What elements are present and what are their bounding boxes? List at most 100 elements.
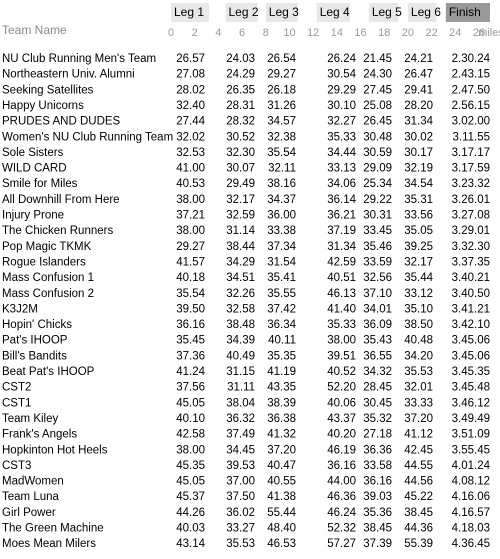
table-row: PRUDES AND DUDES 27.44 28.32 34.57 32.27 26.4…	[2, 116, 490, 128]
finish-time: 2.56.15	[452, 100, 490, 112]
finish-time: 3.26.01	[452, 194, 490, 206]
leg-time: 37.39	[363, 538, 392, 550]
leg-time: 45.05	[176, 476, 205, 488]
team-name: MadWomen	[2, 476, 64, 488]
leg-time: 41.32	[267, 429, 296, 441]
leg-time: 34.37	[267, 194, 296, 206]
table-row: Frank's Angels 42.58 37.49 41.32 40.20 27.18 4…	[2, 429, 490, 441]
leg-time: 35.32	[363, 413, 392, 425]
leg-time: 35.31	[404, 194, 433, 206]
leg-time: 28.45	[363, 382, 392, 394]
leg-time: 55.44	[267, 507, 296, 519]
team-name: The Green Machine	[2, 523, 104, 535]
team-name: Northeastern Univ. Alumni	[2, 69, 135, 81]
leg-time: 38.50	[404, 319, 433, 331]
leg-time: 32.01	[404, 382, 433, 394]
table-row: All Downhill From Here 38.00 32.17 34.37 36.…	[2, 194, 490, 206]
team-name: The Chicken Runners	[2, 225, 113, 237]
leg-time: 31.34	[404, 116, 433, 128]
leg-time: 40.48	[404, 335, 433, 347]
leg-header-band	[265, 3, 298, 22]
finish-time: 3.32.30	[452, 241, 490, 253]
column-headers: Leg 1 Leg 2 Leg 3 Leg 4 Leg 5 Leg 6 Finish Team…	[2, 5, 481, 37]
leg-time: 35.53	[226, 538, 255, 550]
leg-time: 43.35	[267, 382, 296, 394]
leg-time: 37.56	[176, 382, 205, 394]
leg-header-band	[368, 3, 399, 22]
leg-time: 40.53	[176, 178, 205, 190]
leg-time: 42.45	[404, 444, 433, 456]
leg-header: Leg 1	[174, 5, 204, 19]
team-name: NU Club Running Men's Team	[2, 53, 156, 65]
leg-time: 30.07	[226, 163, 255, 175]
leg-time: 41.38	[267, 491, 296, 503]
leg-time: 29.27	[267, 69, 296, 81]
table-row: CST1 45.05 38.04 38.39 40.06 30.45 33.33 3.46.1…	[2, 397, 490, 409]
leg-time: 34.45	[226, 444, 255, 456]
leg-time: 28.32	[226, 116, 255, 128]
axis-tick-label: 22	[425, 27, 437, 39]
leg-time: 37.34	[267, 241, 296, 253]
team-name: Bill's Bandits	[2, 350, 67, 362]
leg-time: 36.32	[226, 413, 255, 425]
leg-time: 33.59	[363, 256, 392, 268]
table-row: Happy Unicorns 32.40 28.31 31.26 30.10 25.08 2…	[2, 100, 490, 112]
finish-time: 3.17.59	[452, 163, 490, 175]
leg-time: 32.17	[226, 194, 255, 206]
leg-time: 35.41	[267, 272, 296, 284]
leg-time: 32.56	[363, 272, 392, 284]
team-name: Happy Unicorns	[2, 100, 84, 112]
leg-time: 32.58	[226, 303, 255, 315]
leg-time: 40.52	[327, 366, 356, 378]
leg-time: 32.59	[226, 210, 255, 222]
leg-time: 32.38	[267, 131, 296, 143]
team-name: Team Kiley	[2, 413, 58, 425]
leg-time: 40.06	[327, 397, 356, 409]
leg-time: 39.25	[404, 241, 433, 253]
leg-time: 30.10	[327, 100, 356, 112]
axis-tick-label: 16	[354, 27, 366, 39]
leg-time: 37.20	[404, 413, 433, 425]
table-row: CST3 45.35 39.53 40.47 36.16 33.58 44.55 4.01.2…	[2, 460, 491, 472]
finish-time: 3.45.06	[452, 350, 490, 362]
leg-time: 26.54	[267, 53, 296, 65]
table-row: WILD CARD 41.00 30.07 32.11 33.13 29.09 32.19 3…	[2, 163, 490, 175]
team-name: Seeking Satellites	[2, 84, 94, 96]
finish-time: 3.45.06	[452, 335, 490, 347]
leg-time: 40.20	[327, 429, 356, 441]
leg-time: 29.22	[363, 194, 392, 206]
axis-tick-label: 2	[192, 27, 198, 39]
leg-time: 45.35	[176, 460, 205, 472]
leg-time: 46.36	[327, 491, 356, 503]
axis-tick-label: 18	[378, 27, 390, 39]
table-row: Bill's Bandits 37.36 40.49 35.35 39.51 36.55 3…	[2, 350, 490, 362]
leg-time: 30.52	[226, 131, 255, 143]
team-name: Mass Confusion 2	[2, 288, 94, 300]
row-header: Team Name	[2, 23, 67, 37]
leg-time: 27.45	[363, 84, 392, 96]
leg-time: 31.14	[226, 225, 255, 237]
leg-time: 35.43	[363, 335, 392, 347]
leg-time: 41.24	[176, 366, 205, 378]
leg-time: 36.16	[176, 319, 205, 331]
table-row: Team Luna 45.37 37.50 41.38 46.36 39.03 45.22 4…	[2, 491, 490, 503]
leg-time: 24.03	[226, 53, 255, 65]
axis-tick-label: 12	[307, 27, 319, 39]
finish-time: 2.30.24	[452, 53, 491, 65]
leg-time: 44.26	[176, 507, 205, 519]
finish-time: 3.02.00	[452, 116, 490, 128]
table-row: Hopkinton Hot Heels 38.00 34.45 37.20 46.19 3…	[2, 444, 490, 456]
leg-time: 36.34	[267, 319, 296, 331]
table-row: Beat Pat's IHOOP 41.24 31.15 41.19 40.52 34.3…	[2, 366, 490, 378]
team-name: All Downhill From Here	[2, 194, 120, 206]
leg-time: 31.26	[267, 100, 296, 112]
leg-header: Leg 6	[411, 5, 441, 19]
table-row: MadWomen 45.05 37.00 40.55 44.00 36.16 44.56 4.…	[2, 476, 490, 488]
leg-time: 34.01	[363, 303, 392, 315]
leg-time: 35.10	[404, 303, 433, 315]
leg-time: 38.00	[176, 444, 205, 456]
finish-time: 3.23.32	[452, 178, 490, 190]
leg-time: 26.57	[176, 53, 205, 65]
leg-time: 35.35	[267, 350, 296, 362]
team-name: Sole Sisters	[2, 147, 64, 159]
